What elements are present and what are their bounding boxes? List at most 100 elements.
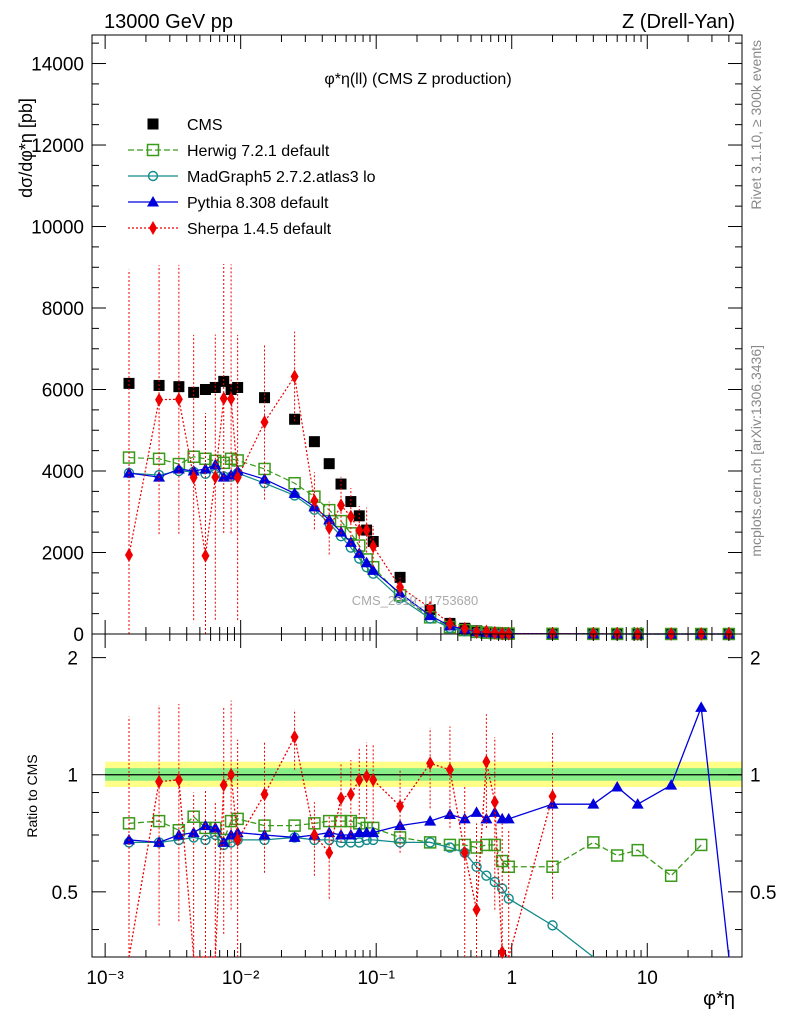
data-point: [258, 828, 271, 840]
data-point: [308, 436, 320, 448]
ratio-axes: 0.5 0.5 1 1 2 2: [52, 634, 776, 957]
data-point: [189, 470, 198, 485]
data-point: [174, 392, 183, 407]
data-point: [443, 808, 456, 820]
ratio-series-sherpa: [128, 700, 557, 960]
legend-label: Sherpa 1.4.5 default: [187, 221, 332, 238]
main-series: [122, 264, 736, 641]
legend-marker: [147, 118, 159, 130]
data-point: [211, 470, 220, 485]
data-point: [460, 845, 469, 860]
data-point: [548, 789, 557, 804]
x-axis-label: φ*η: [703, 988, 735, 1010]
data-point: [694, 838, 708, 852]
data-point: [424, 837, 436, 848]
legend-entry-pythia: Pythia 8.308 default: [128, 195, 329, 212]
y-tick-label: 0: [73, 625, 84, 646]
data-point: [225, 384, 237, 396]
legend-label: CMS: [187, 117, 223, 134]
legend-marker: [149, 221, 157, 235]
y-tick-label: 8000: [42, 299, 84, 320]
data-point: [664, 869, 678, 882]
data-point: [219, 391, 228, 406]
data-point: [346, 509, 355, 524]
legend-entry-sherpa: Sherpa 1.4.5 default: [128, 221, 332, 238]
data-point: [445, 616, 454, 631]
data-point: [367, 564, 380, 575]
x-tick-label: 10⁻²: [222, 968, 260, 989]
mcplots-label: mcplots.cern.ch [arXiv:1306.3436]: [748, 345, 764, 557]
data-point: [233, 470, 242, 485]
y-tick-label: 2: [750, 649, 761, 670]
data-point: [174, 772, 183, 787]
data-point: [346, 787, 355, 802]
x-tick-labels: 10⁻³ 10⁻² 10⁻¹ 1 10: [86, 968, 657, 989]
legend-label: Herwig 7.2.1 default: [187, 143, 330, 160]
y-tick-label: 12000: [31, 136, 84, 157]
data-point: [490, 795, 499, 810]
data-point: [123, 377, 135, 389]
data-point: [172, 828, 185, 840]
data-point: [394, 571, 406, 583]
data-point: [260, 787, 269, 802]
legend-marker: [147, 196, 159, 207]
data-point: [482, 754, 491, 769]
ratio-series-madgraph: [123, 829, 594, 958]
data-point: [547, 920, 558, 931]
header-left: 13000 GeV pp: [104, 11, 233, 33]
data-point: [443, 838, 457, 852]
data-point: [353, 510, 365, 522]
data-point: [233, 832, 242, 847]
data-point: [288, 819, 301, 832]
data-point: [125, 547, 134, 562]
data-point: [325, 845, 334, 860]
data-point: [155, 392, 164, 407]
main-ylabel: dσ/dφ*η [pb]: [16, 98, 36, 198]
y-tick-label: 2: [67, 649, 78, 670]
data-point: [355, 523, 364, 538]
data-point: [631, 843, 644, 857]
data-point: [470, 806, 483, 817]
ratio-panel: 0.5 0.5 1 1 2 2 Ratio to CMS: [24, 633, 776, 960]
data-point: [258, 462, 271, 476]
y-tick-label: 6000: [42, 381, 84, 402]
x-tick-label: 10: [637, 968, 658, 989]
legend-entry-madgraph: MadGraph5 2.7.2.atlas3 lo: [128, 169, 376, 186]
ratio-series-pythia: [123, 701, 730, 958]
data-point: [695, 701, 708, 712]
data-point: [337, 791, 346, 806]
data-point: [323, 826, 336, 838]
ratio-ylabel: Ratio to CMS: [24, 754, 40, 837]
data-point: [611, 780, 624, 792]
data-point: [472, 902, 481, 917]
data-point: [355, 772, 364, 787]
data-point: [362, 523, 371, 538]
data-point: [470, 841, 483, 854]
data-point: [498, 945, 507, 960]
data-point: [155, 774, 164, 789]
data-point: [460, 621, 469, 636]
data-point: [227, 391, 236, 406]
data-point: [369, 772, 378, 787]
data-point: [369, 539, 378, 554]
data-point: [424, 815, 437, 826]
legend-label: Pythia 8.308 default: [187, 195, 329, 212]
data-point: [354, 837, 365, 848]
x-tick-label: 1: [506, 968, 517, 989]
y-tick-label: 2000: [42, 544, 84, 565]
x-tick-label: 10⁻³: [86, 968, 124, 989]
data-point: [335, 526, 348, 537]
data-point: [482, 624, 491, 639]
data-point: [288, 487, 301, 498]
data-point: [325, 521, 334, 536]
ratio-uncertainty-band: [105, 761, 742, 787]
data-point: [426, 600, 435, 615]
y-tick-label: 14000: [31, 55, 84, 76]
data-point: [610, 849, 624, 862]
data-point: [502, 812, 515, 824]
series-line: [128, 735, 554, 959]
plot-title: φ*η(ll) (CMS Z production): [324, 71, 511, 88]
y-tick-label: 0.5: [52, 883, 78, 904]
data-point: [360, 556, 373, 568]
